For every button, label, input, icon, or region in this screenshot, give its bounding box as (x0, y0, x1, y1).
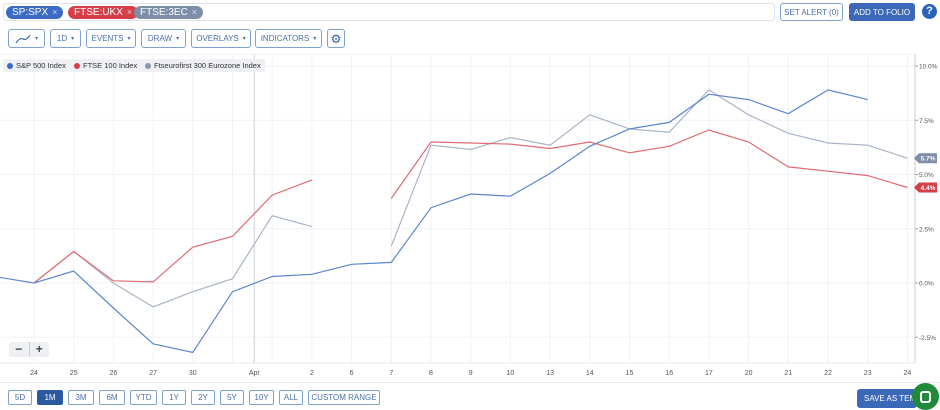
x-tick-label: 27 (149, 370, 157, 377)
ticker-chip-3ec[interactable]: FTSE:3EC × (134, 6, 204, 19)
x-tick-label: 25 (70, 370, 78, 377)
x-tick-label: 9 (469, 370, 473, 377)
x-tick-label: 13 (546, 370, 554, 377)
last-value-badge (914, 182, 937, 193)
ticker-chip-ukx[interactable]: FTSE:UKX × (68, 6, 139, 19)
last-value-label: 4.4% (921, 185, 936, 192)
save-as-template-button[interactable]: SAVE AS TEMPLATE (857, 389, 917, 408)
range-button-ytd[interactable]: YTD (130, 390, 157, 405)
x-tick-label: 8 (429, 370, 433, 377)
x-tick-label: 26 (110, 370, 118, 377)
last-value-label: 5.7% (921, 156, 936, 163)
draw-dropdown[interactable]: DRAW ▾ (141, 29, 186, 48)
x-tick-label: 22 (824, 370, 832, 377)
range-button-1m[interactable]: 1M (37, 390, 63, 405)
x-tick-label: 14 (586, 370, 594, 377)
x-tick-label: 20 (745, 370, 753, 377)
y-tick-label: 0.0% (919, 281, 934, 288)
set-alert-button[interactable]: SET ALERT (0) (780, 3, 843, 21)
divider (0, 382, 940, 383)
dot-icon (74, 62, 80, 69)
zoom-controls: − + (9, 342, 49, 357)
x-tick-label: 7 (389, 370, 393, 377)
range-button-10y[interactable]: 10Y (249, 390, 274, 405)
range-button-3m[interactable]: 3M (68, 390, 94, 405)
x-tick-label: 6 (350, 370, 354, 377)
chart-type-button[interactable]: ▾ (8, 29, 45, 48)
legend-item-3ec[interactable]: Ftseurofirst 300 Eurozone Index (141, 59, 265, 72)
y-tick-label: 10.0% (919, 64, 938, 71)
last-value-badge (914, 153, 937, 164)
series-line-0 (0, 89, 868, 354)
dot-icon (7, 62, 13, 69)
zoom-in-button[interactable]: + (35, 342, 43, 356)
y-tick-label: -2.5% (919, 335, 936, 342)
x-tick-label: 15 (626, 370, 634, 377)
dot-icon (145, 62, 151, 69)
events-dropdown[interactable]: EVENTS ▾ (86, 29, 136, 48)
close-icon[interactable]: × (52, 7, 58, 17)
add-to-folio-button[interactable]: ADD TO FOLIO (849, 3, 915, 21)
line-chart-icon (15, 34, 31, 43)
ticker-input[interactable]: SP:SPX × FTSE:UKX × FTSE:3EC × (3, 3, 775, 21)
y-tick-label: 7.5% (919, 118, 934, 125)
close-icon[interactable]: × (126, 7, 133, 17)
x-tick-label: 2 (310, 370, 314, 377)
range-button-6m[interactable]: 6M (99, 390, 125, 405)
x-tick-label: 21 (784, 370, 792, 377)
series-line-1 (33, 129, 908, 284)
ticker-chip-spx[interactable]: SP:SPX × (6, 6, 64, 19)
y-tick-label: 2.5% (919, 226, 934, 233)
x-tick-label: 10 (507, 370, 515, 377)
x-tick-label: 30 (189, 370, 197, 377)
interval-dropdown[interactable]: 1D ▾ (50, 29, 81, 48)
range-button-5d[interactable]: 5D (8, 390, 32, 405)
legend-item-ukx[interactable]: FTSE 100 Index (70, 59, 142, 72)
help-icon[interactable]: ? (922, 4, 937, 19)
y-tick-label: 5.0% (919, 172, 934, 179)
indicators-dropdown[interactable]: INDICATORS ▾ (255, 29, 322, 48)
legend-item-spx[interactable]: S&P 500 Index (3, 59, 70, 72)
zoom-out-button[interactable]: − (9, 342, 30, 357)
x-tick-label: 24 (30, 370, 38, 377)
x-tick-label: 16 (665, 370, 673, 377)
x-tick-label-month: Apr (249, 370, 261, 377)
x-tick-label: 23 (864, 370, 872, 377)
chat-bubble-icon[interactable] (912, 383, 939, 410)
x-tick-label: 17 (705, 370, 713, 377)
range-button-all[interactable]: ALL (279, 390, 303, 405)
x-tick-label: 24 (904, 370, 912, 377)
range-button-1y[interactable]: 1Y (162, 390, 186, 405)
overlays-dropdown[interactable]: OVERLAYS ▾ (191, 29, 251, 48)
range-button-5y[interactable]: 5Y (220, 390, 244, 405)
close-icon[interactable]: × (191, 7, 198, 17)
price-chart[interactable]: -2.5%0.0%2.5%5.0%7.5%10.0%24 25 26 27 30 2 6 7 8… (0, 54, 940, 384)
settings-gear-icon[interactable]: ⚙ (327, 29, 345, 48)
range-button-2y[interactable]: 2Y (191, 390, 215, 405)
range-button-custom-range[interactable]: CUSTOM RANGE (308, 390, 380, 405)
